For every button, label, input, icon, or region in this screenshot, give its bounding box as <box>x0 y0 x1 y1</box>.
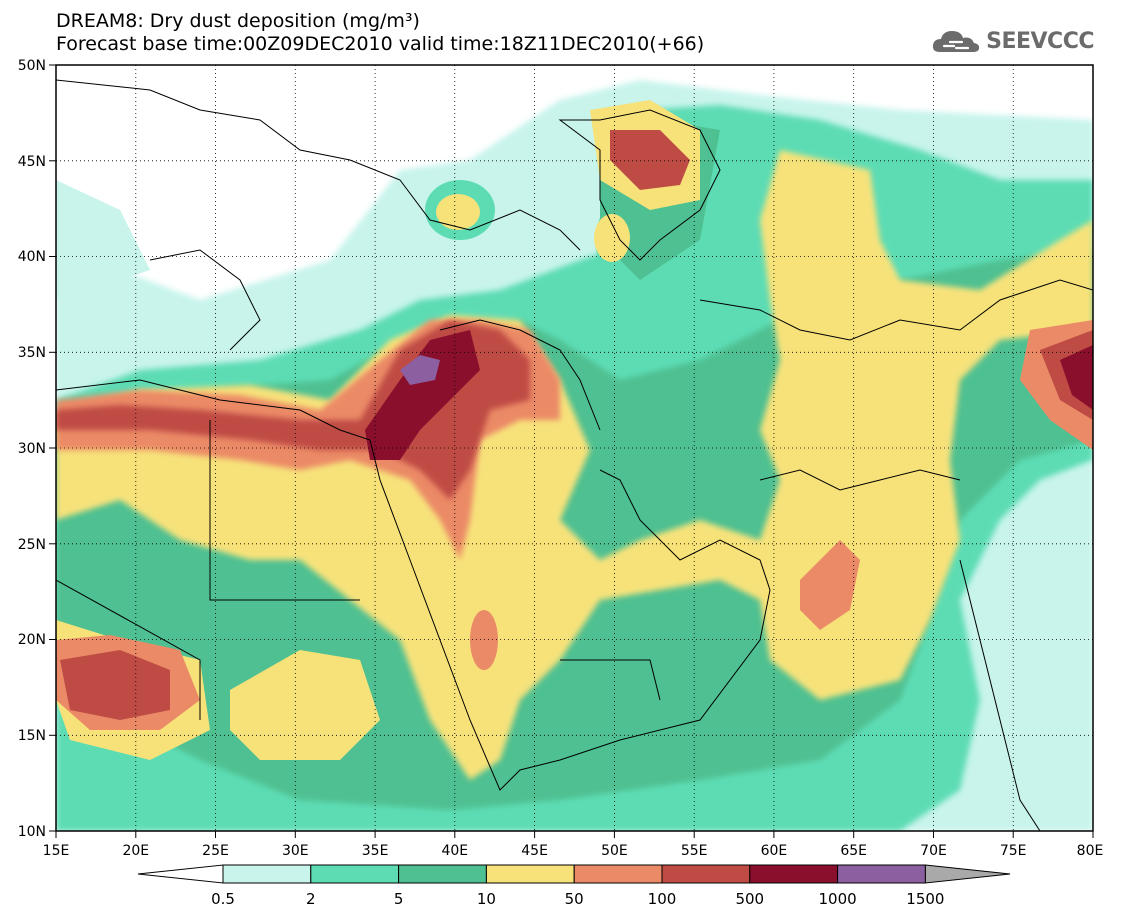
lat-tick-label: 10N <box>18 824 46 840</box>
contour-100-caspian <box>610 130 690 190</box>
colorbar-swatch <box>749 864 839 884</box>
lon-tick-label: 20E <box>122 843 149 859</box>
contour-10 <box>56 150 1093 780</box>
lon-tick-label: 70E <box>920 843 947 859</box>
map-title: DREAM8: Dry dust deposition (mg/m³) <box>56 10 420 32</box>
colorbar-swatch <box>222 864 312 884</box>
lon-tick-label: 45E <box>521 843 548 859</box>
colorbar-label: 100 <box>648 890 677 908</box>
lat-tick-label: 30N <box>18 441 46 457</box>
colorbar-label: 500 <box>735 890 764 908</box>
lon-tick-label: 15E <box>43 843 70 859</box>
lat-tick-labels: 10N 15N 20N 25N 30N 35N 40N 45N 50N <box>18 58 46 840</box>
contour-0.5-west <box>56 180 150 300</box>
contour-10-blob-a <box>436 194 480 230</box>
colorbar-swatch <box>398 864 487 884</box>
contour-100-chad <box>60 650 170 720</box>
colorbar-swatch <box>573 864 663 884</box>
colorbar-label: 1000 <box>819 890 857 908</box>
lat-tick-label: 50N <box>18 58 46 74</box>
lon-tick-label: 25E <box>202 843 229 859</box>
lon-tick-label: 65E <box>840 843 867 859</box>
contour-50-pakistan <box>800 540 860 630</box>
logo-text: SEEVCCC <box>986 28 1094 54</box>
lon-tick-label: 80E <box>1077 843 1104 859</box>
lat-tick-label: 15N <box>18 728 46 744</box>
colorbar-label: 1500 <box>906 890 944 908</box>
colorbar-label: 0.5 <box>211 890 235 908</box>
lat-tick-label: 40N <box>18 249 46 265</box>
colorbar <box>137 864 1011 884</box>
lat-tick-label: 20N <box>18 632 46 648</box>
seevccc-logo: SEEVCCC <box>930 26 1094 56</box>
colorbar-swatch <box>837 864 926 884</box>
graticule <box>56 65 1093 831</box>
lon-tick-label: 35E <box>362 843 389 859</box>
lon-tick-labels: 15E 20E 25E 30E 35E 40E 45E 50E 55E 60E … <box>43 843 1104 859</box>
cloud-icon <box>933 31 980 52</box>
lon-tick-label: 30E <box>282 843 309 859</box>
contour-500-india <box>1060 345 1093 410</box>
contour-500 <box>365 330 480 460</box>
lat-tick-label: 45N <box>18 154 46 170</box>
colorbar-label: 2 <box>306 890 316 908</box>
lon-tick-label: 50E <box>601 843 628 859</box>
lon-tick-label: 40E <box>441 843 468 859</box>
coastlines <box>56 79 1093 831</box>
lon-tick-label: 55E <box>681 843 708 859</box>
contour-10-sahara <box>230 650 380 760</box>
map-subtitle: Forecast base time:00Z09DEC2010 valid ti… <box>56 33 705 55</box>
dust-field <box>56 79 1093 831</box>
colorbar-under-arrow <box>137 864 224 884</box>
tick-marks <box>49 64 1094 838</box>
colorbar-swatch <box>485 864 575 884</box>
lon-tick-label: 75E <box>1000 843 1027 859</box>
colorbar-swatch <box>661 864 751 884</box>
colorbar-labels: 0.5 2 5 10 50 100 500 1000 1500 <box>211 890 944 908</box>
contour-50-arabia <box>470 610 498 670</box>
colorbar-swatch <box>310 864 400 884</box>
colorbar-label: 10 <box>477 890 496 908</box>
lon-tick-label: 60E <box>761 843 788 859</box>
lat-tick-label: 35N <box>18 345 46 361</box>
colorbar-over-arrow <box>924 864 1011 884</box>
lat-tick-label: 25N <box>18 537 46 553</box>
contour-10-blob-b <box>594 214 630 262</box>
colorbar-label: 5 <box>394 890 404 908</box>
contour-1000 <box>400 355 440 385</box>
colorbar-label: 50 <box>565 890 584 908</box>
